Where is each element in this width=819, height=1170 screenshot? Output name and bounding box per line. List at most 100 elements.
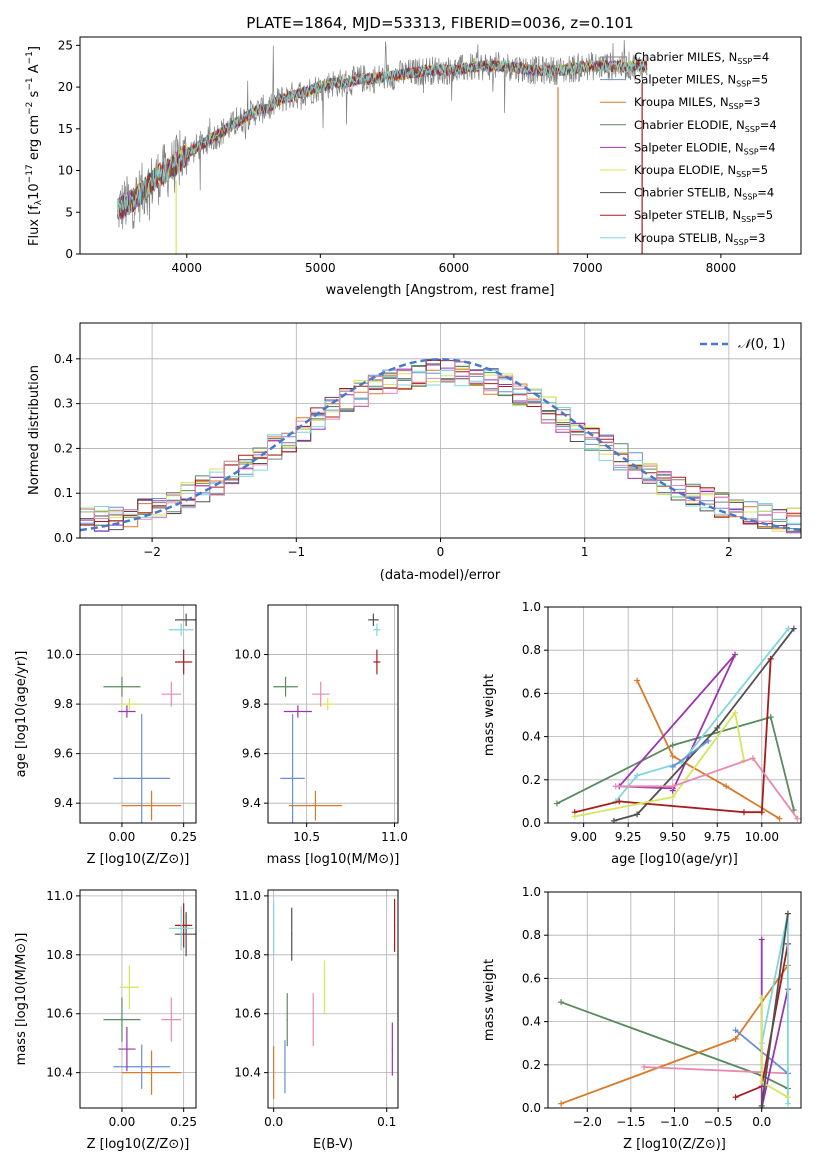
y-tick-label: 11.0 [46, 889, 73, 903]
axes-frame [267, 889, 399, 1109]
mass-weight-line [615, 628, 790, 802]
y-tick-label: 0.2 [522, 1058, 541, 1072]
small-panel-6: 0.0 0.1 10.4 10.6 10.8 11.0 E(B-V) [234, 889, 399, 1152]
x-tick-label: −0.5 [704, 1115, 733, 1129]
y-tick-label: 0.2 [522, 773, 541, 787]
y-tick-label: 0 [65, 247, 73, 261]
mass-weight-marker [740, 809, 747, 816]
y-tick-label: 0.8 [522, 643, 541, 657]
legend-label: Salpeter MILES, NSSP=5 [634, 73, 768, 89]
mass-weight-marker [732, 1094, 739, 1101]
x-tick-label: 2 [725, 545, 733, 559]
x-tick-label: −1.0 [660, 1115, 689, 1129]
mass-weight-marker [558, 999, 565, 1006]
mass-weight-line [760, 913, 789, 1106]
y-tick-label: 0.0 [54, 531, 73, 545]
legend-label: Chabrier MILES, NSSP=4 [634, 50, 769, 66]
mass-weight-marker [749, 755, 756, 762]
mass-weight-line [574, 710, 745, 818]
mass-weight-marker [553, 800, 560, 807]
y-tick-label: 1.0 [522, 600, 541, 614]
residual-xlabel: (data-model)/error [380, 568, 501, 583]
y-tick-label: 15 [58, 122, 73, 136]
mass-weight-marker [571, 813, 578, 820]
y-tick-label: 0.0 [522, 816, 541, 830]
x-tick-label: 10.5 [293, 830, 320, 844]
spectrum-xlabel: wavelength [Angstrom, rest frame] [326, 283, 555, 298]
mass-weight-marker [758, 936, 765, 943]
mass-weight-marker [640, 1063, 647, 1070]
residual-panel: −2 −1 0 1 2 0.0 0.1 0.2 0.3 0.4 (data-model)/erro… [27, 322, 802, 583]
mass-weight-marker [723, 783, 730, 790]
mass-weight-marker [705, 737, 712, 744]
mass-weight-line [672, 740, 709, 768]
legend-label: Chabrier ELODIE, NSSP=4 [634, 118, 777, 134]
y-tick-label: 10 [58, 164, 73, 178]
spectrum-panel: 4000 5000 6000 7000 8000 0 5 10 15 20 25 wavelengt… [25, 36, 802, 298]
y-tick-label: 10.0 [46, 648, 73, 662]
y-tick-label: 0.4 [522, 1015, 541, 1029]
mass-weight-marker [732, 709, 739, 716]
x-tick-label: −1.5 [616, 1115, 645, 1129]
mass-weight-marker [784, 1094, 791, 1101]
normal-legend-label: 𝒩(0, 1) [738, 337, 785, 352]
axes-frame [79, 604, 197, 824]
spectrum-ylabel: Flux [fλ10−17 erg cm−2 s−1 A−1] [25, 46, 44, 246]
x-tick-label: 9.50 [659, 830, 686, 844]
spectrum-model-line [117, 59, 648, 219]
x-tick-label: 7000 [572, 261, 603, 275]
y-tick-label: 0.2 [54, 441, 73, 455]
axes-frame [267, 604, 399, 824]
y-axis-label: mass weight [482, 674, 497, 756]
normal-legend: 𝒩(0, 1) [700, 337, 785, 352]
mass-weight-marker [758, 994, 765, 1001]
mass-weight-marker [634, 811, 641, 818]
residual-ylabel: Normed distribution [27, 365, 42, 495]
y-tick-label: 20 [58, 80, 73, 94]
y-tick-label: 0.0 [522, 1101, 541, 1115]
x-tick-label: 0.25 [170, 1115, 197, 1129]
x-tick-label: 0.1 [377, 1115, 396, 1129]
x-axis-label: Z [log10(Z/Z⊙)] [87, 1137, 190, 1152]
mass-weight-marker [785, 625, 792, 632]
x-tick-label: 1 [581, 545, 589, 559]
y-tick-label: 0.6 [522, 686, 541, 700]
normal-curve [80, 358, 801, 532]
x-tick-label: −1 [287, 545, 305, 559]
mass-weight-marker [767, 714, 774, 721]
y-tick-label: 9.6 [54, 747, 73, 761]
y-tick-label: 0.4 [54, 352, 73, 366]
x-tick-label: 9.75 [704, 830, 731, 844]
legend-label: Salpeter STELIB, NSSP=5 [634, 208, 773, 224]
x-tick-label: 9.25 [615, 830, 642, 844]
small-panel-5: 0.00 0.25 10.4 10.6 10.8 11.0 Z [log10(Z/Z⊙)] m… [14, 889, 197, 1152]
legend-label: Kroupa STELIB, NSSP=3 [634, 231, 765, 247]
y-tick-label: 9.4 [54, 796, 73, 810]
axes-frame [79, 889, 197, 1109]
y-tick-label: 9.4 [242, 796, 261, 810]
axes-frame [547, 891, 802, 1109]
x-axis-label: Z [log10(Z/Z⊙)] [623, 1137, 726, 1152]
chart-title: PLATE=1864, MJD=53313, FIBERID=0036, z=0… [246, 14, 633, 32]
x-axis-label: age [log10(age/yr)] [611, 852, 738, 867]
mass-weight-marker [767, 655, 774, 662]
mass-weight-marker [669, 753, 676, 760]
y-tick-label: 10.8 [46, 948, 73, 962]
mass-weight-marker [758, 809, 765, 816]
x-tick-label: −2 [143, 545, 161, 559]
y-tick-label: 9.8 [54, 697, 73, 711]
y-tick-label: 0.4 [522, 730, 541, 744]
x-tick-label: −2.0 [573, 1115, 602, 1129]
mass-weight-line [615, 757, 799, 820]
y-tick-label: 5 [65, 205, 73, 219]
x-axis-label: Z [log10(Z/Z⊙)] [87, 852, 190, 867]
mass-weight-marker [634, 772, 641, 779]
y-tick-label: 10.0 [234, 648, 261, 662]
mass-weight-marker [784, 1100, 791, 1107]
mass-weight-line [613, 628, 795, 822]
mass-weight-line [617, 653, 736, 791]
mass-weight-marker [612, 783, 619, 790]
mass-weight-marker [634, 677, 641, 684]
x-tick-label: 0.0 [752, 1115, 771, 1129]
x-tick-label: 6000 [439, 261, 470, 275]
